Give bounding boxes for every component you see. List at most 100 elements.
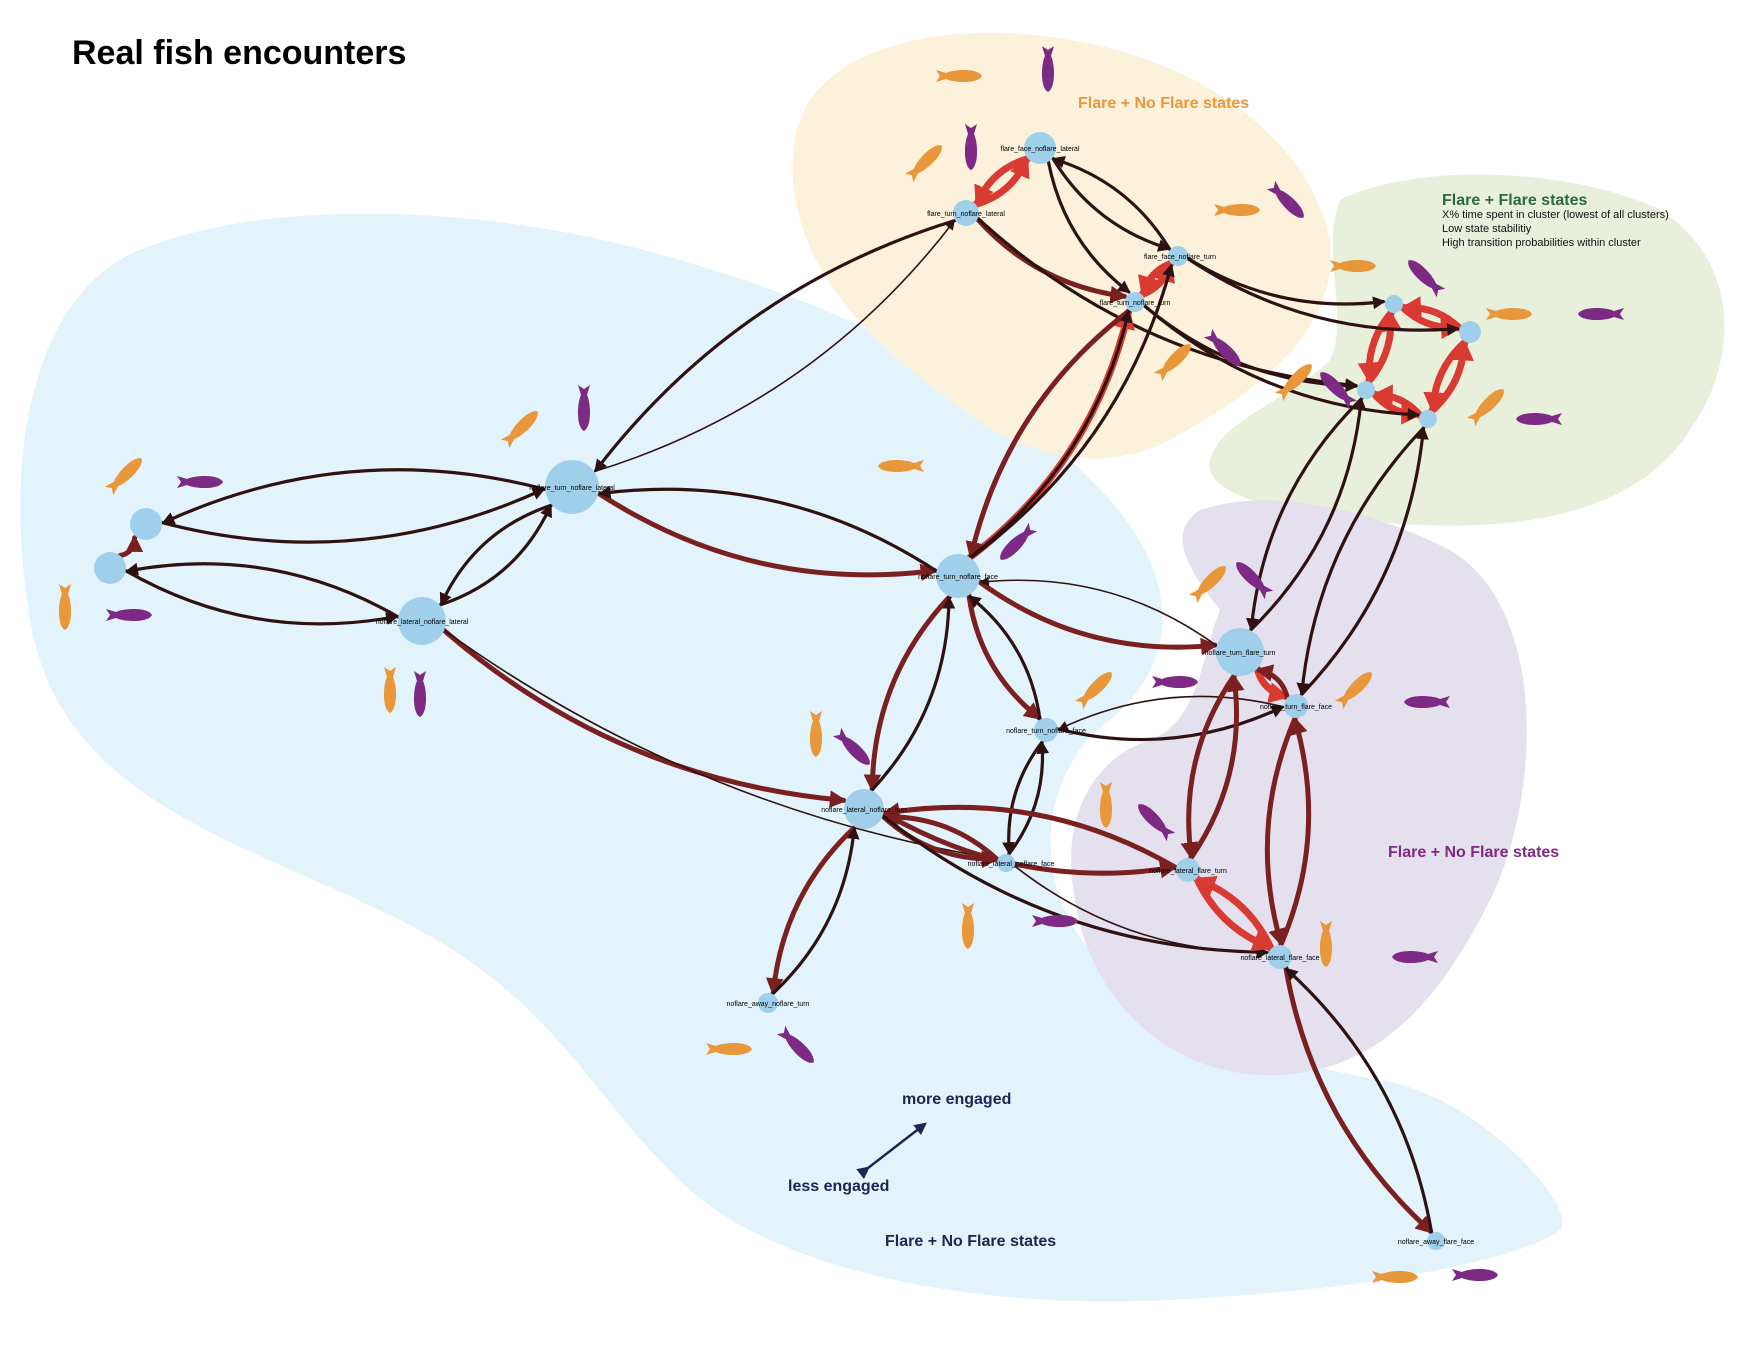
node-n19[interactable] bbox=[1176, 858, 1200, 882]
node-label-n16: noflare_turn_noflare_face bbox=[1006, 728, 1086, 735]
node-label-n22: noflare_away_flare_face bbox=[1398, 1239, 1474, 1246]
node-label-n21: noflare_away_noflare_turn bbox=[727, 1001, 810, 1008]
fish-orange-icon-n22 bbox=[1372, 1270, 1418, 1284]
node-label-n17: noflare_lateral_noflare_turn bbox=[821, 807, 907, 814]
fish-icons-layer bbox=[59, 46, 1624, 1284]
edge-n12-to-n9 bbox=[438, 503, 552, 607]
axis-label-more: more engaged bbox=[902, 1091, 1011, 1108]
fish-purple-icon-n9 bbox=[578, 385, 590, 431]
edge-n14-to-n7 bbox=[1248, 397, 1367, 632]
fish-orange-icon-n14 bbox=[1188, 566, 1226, 604]
node-n12[interactable] bbox=[398, 597, 446, 645]
edge-n2-to-n9 bbox=[594, 218, 957, 473]
fish-orange-icon-n7 bbox=[1274, 364, 1312, 402]
edge-n12-to-n17 bbox=[441, 627, 848, 808]
edge-n7-to-n14 bbox=[1245, 396, 1364, 632]
fish-purple-icon-n3 bbox=[1266, 180, 1304, 218]
edge-n2-to-n1 bbox=[972, 156, 1030, 208]
cluster-note-2: Low state stabilitiy bbox=[1442, 223, 1532, 235]
node-n21[interactable] bbox=[758, 993, 778, 1013]
node-n1[interactable] bbox=[1024, 132, 1056, 164]
fish-purple-icon-n19 bbox=[1138, 804, 1176, 842]
fish-orange-icon-n1 bbox=[936, 69, 982, 83]
node-n8[interactable] bbox=[1419, 410, 1437, 428]
edge-n14-to-n19 bbox=[1180, 672, 1237, 860]
fish-orange-icon-n18 bbox=[962, 903, 974, 949]
fish-purple-icon-n8 bbox=[1516, 412, 1562, 426]
node-n15[interactable] bbox=[1284, 694, 1308, 718]
edge-n13-to-n16 bbox=[966, 592, 1042, 721]
node-n20[interactable] bbox=[1268, 945, 1292, 969]
fish-orange-icon-n16 bbox=[1074, 672, 1112, 710]
fish-purple-icon-n17 bbox=[832, 727, 870, 765]
node-n4[interactable] bbox=[1125, 292, 1145, 312]
edge-n15-to-n8 bbox=[1299, 426, 1429, 697]
edge-n12-to-n18 bbox=[443, 629, 998, 863]
edge-n8-to-n6 bbox=[1428, 339, 1474, 415]
edge-n17-to-n13 bbox=[869, 595, 956, 793]
edge-n19-to-n14 bbox=[1188, 673, 1245, 861]
edge-n19-to-n17 bbox=[882, 802, 1179, 871]
diagram-title: Real fish encounters bbox=[72, 34, 406, 72]
node-n10[interactable] bbox=[130, 508, 162, 540]
fish-purple-icon-n14 bbox=[1236, 562, 1274, 600]
fish-purple-icon-n2 bbox=[965, 124, 977, 170]
edge-n12-to-n11 bbox=[125, 562, 400, 619]
edge-n16-to-n18 bbox=[1002, 739, 1045, 856]
node-n3[interactable] bbox=[1168, 246, 1188, 266]
node-label-n12: noflare_lateral_noflare_lateral bbox=[376, 619, 469, 626]
node-n13[interactable] bbox=[936, 554, 980, 598]
fish-orange-icon-n21 bbox=[706, 1042, 752, 1056]
fish-purple-icon-n21 bbox=[776, 1025, 814, 1063]
node-n14[interactable] bbox=[1216, 628, 1264, 676]
edge-n1-to-n4 bbox=[1046, 160, 1131, 294]
node-label-n2: flare_turn_noflare_lateral bbox=[927, 211, 1005, 218]
fish-purple-icon-n12 bbox=[414, 671, 426, 717]
fish-purple-icon-n4 bbox=[1203, 328, 1241, 366]
edges-layer bbox=[117, 155, 1474, 1235]
edge-n4-to-n13 bbox=[965, 307, 1133, 560]
fish-purple-icon-n10 bbox=[177, 475, 223, 489]
node-label-n19: noflare_lateral_flare_turn bbox=[1149, 868, 1227, 875]
node-n2[interactable] bbox=[953, 200, 979, 226]
edge-n15-to-n14 bbox=[1255, 664, 1290, 701]
fish-purple-icon-n20 bbox=[1392, 950, 1438, 964]
edge-n21-to-n17 bbox=[770, 826, 860, 996]
cluster-blob-lavender bbox=[1071, 500, 1527, 1076]
node-n6[interactable] bbox=[1459, 321, 1481, 343]
node-label-n1: flare_face_noflare_lateral bbox=[1001, 146, 1080, 153]
node-label-n13: noflare_turn_noflare_face bbox=[918, 574, 998, 581]
edge-n8-to-n15 bbox=[1296, 425, 1426, 696]
edge-n13-to-n4 bbox=[968, 309, 1133, 560]
node-n7[interactable] bbox=[1357, 381, 1375, 399]
node-n18[interactable] bbox=[997, 854, 1015, 872]
fish-orange-icon-n2 bbox=[904, 145, 942, 183]
engagement-axis-arrow bbox=[856, 1122, 927, 1180]
node-n22[interactable] bbox=[1427, 1232, 1445, 1250]
fish-purple-icon-n15 bbox=[1404, 695, 1450, 709]
node-label-n20: noflare_lateral_flare_face bbox=[1241, 955, 1320, 962]
node-n5[interactable] bbox=[1385, 295, 1403, 313]
edge-n9-to-n2 bbox=[593, 220, 955, 473]
edge-n13-to-n17 bbox=[863, 593, 953, 793]
node-label-n9: noflare_turn_noflare_lateral bbox=[529, 485, 615, 492]
fish-orange-icon-n10 bbox=[104, 458, 142, 496]
fish-orange-icon-n4 bbox=[1153, 344, 1191, 382]
fish-orange-icon-n5 bbox=[1330, 259, 1376, 273]
node-n11[interactable] bbox=[94, 552, 126, 584]
edge-n16-to-n15 bbox=[1056, 705, 1285, 742]
node-n16[interactable] bbox=[1034, 718, 1058, 742]
node-n9[interactable] bbox=[545, 460, 599, 514]
node-n17[interactable] bbox=[844, 789, 884, 829]
edge-n20-to-n22 bbox=[1283, 965, 1434, 1234]
edge-n17-to-n21 bbox=[766, 824, 858, 996]
edge-n16-to-n13 bbox=[967, 595, 1042, 722]
edge-n10-to-n9 bbox=[160, 487, 546, 544]
fish-orange-icon-n3 bbox=[1214, 203, 1260, 217]
fish-purple-icon-n5 bbox=[1408, 260, 1446, 298]
edge-n11-to-n10 bbox=[117, 534, 144, 559]
edge-n7-to-n5 bbox=[1365, 310, 1403, 385]
edge-n22-to-n20 bbox=[1284, 967, 1434, 1235]
edge-n4-to-n8 bbox=[1142, 304, 1421, 421]
